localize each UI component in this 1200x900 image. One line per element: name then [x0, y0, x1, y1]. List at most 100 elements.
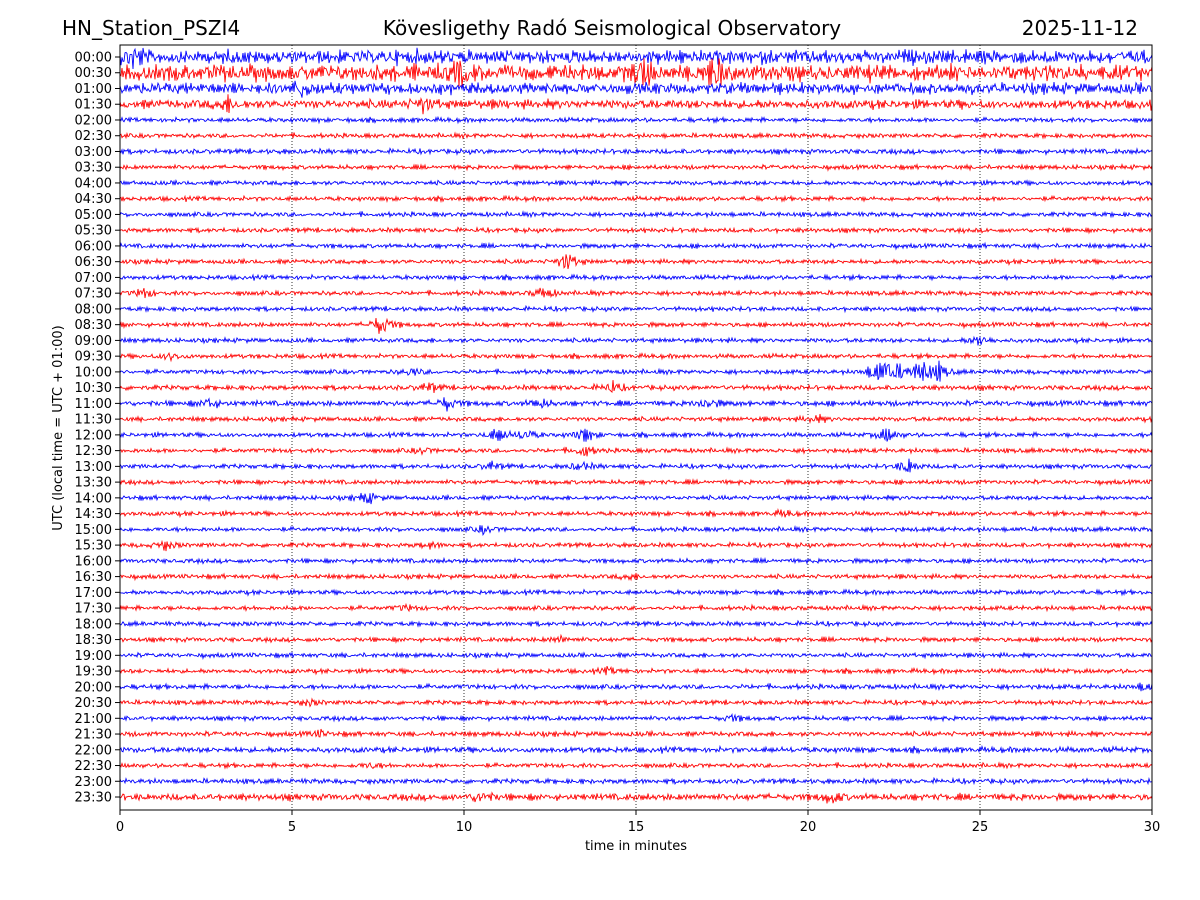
y-tick-label: 05:30: [75, 224, 112, 239]
trace-2300: [119, 776, 1153, 786]
trace-1130: [119, 413, 1153, 424]
y-tick-label: 14:30: [75, 507, 112, 522]
trace-0200: [119, 115, 1153, 125]
trace-0300: [119, 147, 1153, 157]
trace-1300: [119, 458, 1153, 473]
trace-1930: [119, 665, 1153, 676]
trace-1030: [119, 380, 1153, 394]
y-tick-label: 06:30: [75, 255, 112, 270]
y-tick-label: 05:00: [75, 208, 112, 223]
trace-2330: [119, 791, 1153, 804]
trace-1200: [119, 428, 1153, 442]
x-axis-label: time in minutes: [585, 839, 687, 854]
y-tick-label: 08:00: [75, 302, 112, 317]
trace-1800: [119, 619, 1153, 629]
y-tick-label: 22:30: [75, 759, 112, 774]
y-tick-label: 04:30: [75, 192, 112, 207]
trace-1500: [119, 525, 1153, 536]
trace-0630: [119, 254, 1153, 269]
y-tick-label: 18:00: [75, 617, 112, 632]
y-tick-label: 16:00: [75, 554, 112, 569]
y-tick-label: 21:30: [75, 728, 112, 743]
trace-0830: [119, 317, 1153, 334]
trace-2000: [119, 682, 1153, 692]
y-axis-label: UTC (local time = UTC + 01:00): [51, 325, 66, 530]
y-tick-label: 10:00: [75, 365, 112, 380]
x-tick-label: 20: [800, 820, 817, 835]
station-title: HN_Station_PSZI4: [62, 16, 240, 40]
trace-0030: [119, 58, 1153, 87]
y-tick-label: 11:00: [75, 397, 112, 412]
trace-0100: [119, 80, 1153, 98]
trace-1000: [119, 360, 1153, 382]
x-tick-label: 0: [116, 820, 124, 835]
trace-2030: [119, 697, 1153, 708]
trace-2130: [119, 728, 1153, 739]
trace-1730: [119, 602, 1153, 613]
chart-title: Kövesligethy Radó Seismological Observat…: [383, 16, 841, 40]
trace-2200: [119, 744, 1153, 755]
trace-1100: [119, 397, 1153, 412]
y-tick-label: 01:30: [75, 98, 112, 113]
trace-0330: [119, 162, 1153, 172]
y-tick-label: 17:30: [75, 602, 112, 617]
y-tick-label: 04:00: [75, 176, 112, 191]
y-tick-label: 03:30: [75, 161, 112, 176]
y-tick-label: 22:00: [75, 743, 112, 758]
y-tick-label: 06:00: [75, 239, 112, 254]
y-tick-label: 19:30: [75, 665, 112, 680]
y-tick-label: 07:30: [75, 287, 112, 302]
y-tick-label: 09:30: [75, 350, 112, 365]
trace-1830: [119, 633, 1153, 644]
trace-1700: [119, 588, 1153, 597]
x-tick-label: 10: [456, 820, 473, 835]
trace-0430: [119, 194, 1153, 204]
x-tick-label: 25: [972, 820, 989, 835]
y-tick-label: 19:00: [75, 649, 112, 664]
x-tick-label: 5: [288, 820, 296, 835]
y-tick-label: 13:00: [75, 460, 112, 475]
trace-1400: [119, 492, 1153, 505]
y-tick-label: 17:00: [75, 586, 112, 601]
trace-0530: [119, 226, 1153, 235]
trace-1900: [119, 651, 1153, 660]
x-tick-label: 15: [628, 820, 645, 835]
y-tick-label: 11:30: [75, 413, 112, 428]
trace-1230: [119, 446, 1153, 457]
trace-1430: [119, 508, 1153, 519]
y-tick-label: 23:30: [75, 791, 112, 806]
y-tick-label: 13:30: [75, 476, 112, 491]
y-tick-label: 15:30: [75, 539, 112, 554]
y-tick-label: 14:00: [75, 491, 112, 506]
y-tick-label: 16:30: [75, 570, 112, 585]
trace-0900: [119, 335, 1153, 346]
trace-0800: [119, 304, 1153, 314]
x-tick-label: 30: [1144, 820, 1161, 835]
trace-0130: [119, 94, 1153, 115]
y-tick-label: 20:00: [75, 680, 112, 695]
y-tick-label: 07:00: [75, 271, 112, 286]
trace-0600: [119, 241, 1153, 251]
y-tick-label: 02:30: [75, 129, 112, 144]
trace-2100: [119, 713, 1153, 723]
y-tick-label: 01:00: [75, 82, 112, 97]
trace-1600: [119, 556, 1153, 566]
trace-0700: [119, 273, 1153, 282]
y-tick-label: 15:00: [75, 523, 112, 538]
y-tick-label: 20:30: [75, 696, 112, 711]
y-tick-label: 23:00: [75, 775, 112, 790]
date-title: 2025-11-12: [1022, 16, 1138, 40]
y-tick-label: 08:30: [75, 318, 112, 333]
trace-0500: [119, 210, 1153, 219]
trace-0230: [119, 131, 1153, 140]
y-tick-label: 00:30: [75, 66, 112, 81]
trace-1630: [119, 572, 1153, 582]
y-tick-label: 02:00: [75, 113, 112, 128]
y-tick-label: 12:00: [75, 428, 112, 443]
trace-0930: [119, 352, 1153, 363]
y-tick-label: 21:00: [75, 712, 112, 727]
y-tick-label: 12:30: [75, 444, 112, 459]
y-tick-label: 03:00: [75, 145, 112, 160]
y-tick-label: 18:30: [75, 633, 112, 648]
